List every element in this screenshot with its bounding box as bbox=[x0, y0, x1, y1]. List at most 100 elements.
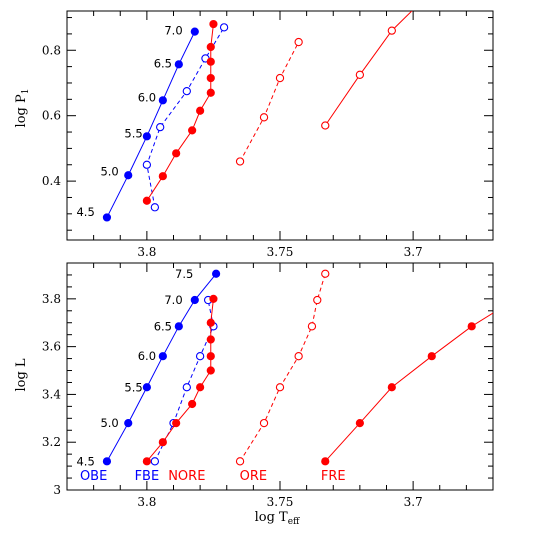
series-label-ore: ORE bbox=[240, 469, 267, 484]
bottom-point-fre bbox=[467, 322, 476, 331]
bottom-point-nore bbox=[206, 335, 215, 344]
bottom-point-fre bbox=[321, 457, 330, 466]
top-point-fbe bbox=[150, 203, 160, 212]
bottom-ytick-label: 3 bbox=[53, 483, 61, 497]
bottom-point-fbe bbox=[195, 352, 205, 361]
top-point-nore bbox=[209, 19, 218, 29]
xlabel-main: log T bbox=[255, 510, 288, 525]
bottom-point-fre bbox=[516, 293, 523, 300]
series-label-fbe: FBE bbox=[135, 469, 160, 484]
top-mass-label: 4.5 bbox=[76, 205, 94, 219]
top-mass-label: 5.5 bbox=[124, 127, 142, 141]
bottom-point-fre bbox=[355, 418, 364, 428]
bottom-ytick-label: 3.4 bbox=[42, 387, 61, 401]
bottom-mass-label: 6.0 bbox=[138, 349, 156, 363]
series-label-obe: OBE bbox=[80, 469, 107, 484]
top-point-nore bbox=[142, 196, 151, 205]
bottom-point-nore bbox=[206, 352, 215, 361]
top-point-obe bbox=[142, 132, 151, 141]
bottom-ytick-label: 3.8 bbox=[42, 292, 61, 306]
top-point-nore bbox=[206, 42, 215, 52]
top-panel-ylabel-main: log P bbox=[14, 94, 29, 127]
top-point-nore bbox=[158, 172, 167, 181]
top-point-fbe bbox=[156, 122, 165, 132]
bottom-point-nore bbox=[188, 399, 197, 409]
bottom-point-nore bbox=[206, 318, 215, 327]
bottom-point-ore bbox=[321, 269, 330, 278]
bottom-point-fre bbox=[387, 383, 396, 392]
top-point-nore bbox=[188, 126, 197, 135]
top-point-nore bbox=[172, 149, 181, 158]
top-point-fbe bbox=[182, 87, 191, 96]
bottom-point-ore bbox=[313, 295, 322, 305]
top-point-fre bbox=[321, 121, 330, 130]
top-point-obe bbox=[124, 171, 133, 180]
bottom-series-line-nore bbox=[146, 298, 214, 462]
top-xtick-label: 3.75 bbox=[267, 245, 294, 259]
top-panel-ylabel: log P1 bbox=[14, 89, 31, 128]
top-point-obe bbox=[174, 60, 183, 69]
bottom-point-obe bbox=[190, 295, 199, 305]
bottom-mass-label: 7.5 bbox=[175, 267, 193, 281]
top-panel-logP-vs-logTeff: 3.8 3.75 3.7 0.4 0.6 0.8 4.5 5.0 5.5 6.0 6.5 7.0 bbox=[42, 10, 494, 259]
top-point-fbe bbox=[219, 23, 229, 32]
top-point-nore bbox=[206, 73, 215, 83]
bottom-point-ore bbox=[307, 322, 317, 331]
bottom-data-area bbox=[102, 269, 523, 466]
bottom-mass-label: 5.0 bbox=[100, 416, 118, 430]
bottom-series-line-ore bbox=[239, 273, 326, 462]
top-panel-frame bbox=[66, 10, 494, 241]
bottom-mass-label: 4.5 bbox=[76, 454, 94, 468]
top-series-line-ore bbox=[239, 41, 300, 162]
bottom-series-line-obe bbox=[106, 273, 217, 462]
bottom-point-obe bbox=[158, 352, 167, 361]
bottom-mass-label: 7.0 bbox=[164, 293, 182, 307]
top-mass-label: 6.5 bbox=[154, 56, 172, 70]
bottom-panel-xlabel: log Teff bbox=[255, 510, 300, 527]
top-point-ore bbox=[259, 113, 269, 122]
bottom-panel-frame bbox=[66, 262, 494, 491]
top-point-fre bbox=[355, 70, 365, 79]
series-label-nore: NORE bbox=[168, 469, 205, 484]
bottom-mass-label: 5.5 bbox=[124, 380, 142, 394]
bottom-point-fbe bbox=[150, 457, 160, 466]
bottom-xtick-label: 3.75 bbox=[267, 495, 294, 509]
top-point-ore bbox=[235, 157, 245, 166]
bottom-point-ore bbox=[275, 383, 285, 392]
bottom-series-line-fre bbox=[324, 312, 493, 462]
top-series-line-obe bbox=[106, 31, 196, 218]
bottom-panel-ylabel: log L bbox=[14, 358, 29, 391]
top-series-line-fbe bbox=[146, 27, 225, 208]
top-mass-label: 6.0 bbox=[138, 91, 156, 105]
bottom-point-obe bbox=[124, 418, 133, 428]
bottom-point-nore bbox=[142, 457, 151, 466]
top-ytick-label: 0.8 bbox=[42, 43, 61, 57]
top-xtick-label: 3.8 bbox=[137, 245, 156, 259]
top-panel-ylabel-sub: 1 bbox=[21, 89, 31, 95]
bottom-point-nore bbox=[206, 366, 215, 375]
top-point-obe bbox=[102, 213, 112, 222]
bottom-series-line-fbe bbox=[154, 299, 214, 462]
bottom-ytick-label: 3.2 bbox=[42, 435, 61, 449]
bottom-point-fbe bbox=[182, 383, 191, 392]
bottom-point-ore bbox=[259, 418, 269, 428]
bottom-xtick-label: 3.8 bbox=[137, 495, 156, 509]
bottom-point-nore bbox=[209, 294, 218, 303]
bottom-point-obe bbox=[212, 269, 221, 278]
bottom-point-fre bbox=[427, 352, 436, 361]
bottom-point-nore bbox=[172, 418, 181, 428]
top-ytick-label: 0.4 bbox=[42, 174, 61, 188]
bottom-mass-label: 6.5 bbox=[154, 319, 172, 333]
top-mass-label: 7.0 bbox=[164, 24, 182, 38]
top-series-line-fre bbox=[324, 11, 413, 126]
top-point-ore bbox=[294, 37, 303, 47]
top-point-fre bbox=[387, 26, 396, 35]
top-point-obe bbox=[158, 96, 167, 105]
top-point-nore bbox=[206, 88, 215, 97]
top-series-line-nore bbox=[146, 24, 214, 202]
bottom-point-ore bbox=[235, 457, 245, 466]
bottom-ytick-label: 3.6 bbox=[42, 340, 61, 354]
bottom-point-nore bbox=[158, 438, 167, 447]
bottom-point-obe bbox=[142, 383, 151, 392]
